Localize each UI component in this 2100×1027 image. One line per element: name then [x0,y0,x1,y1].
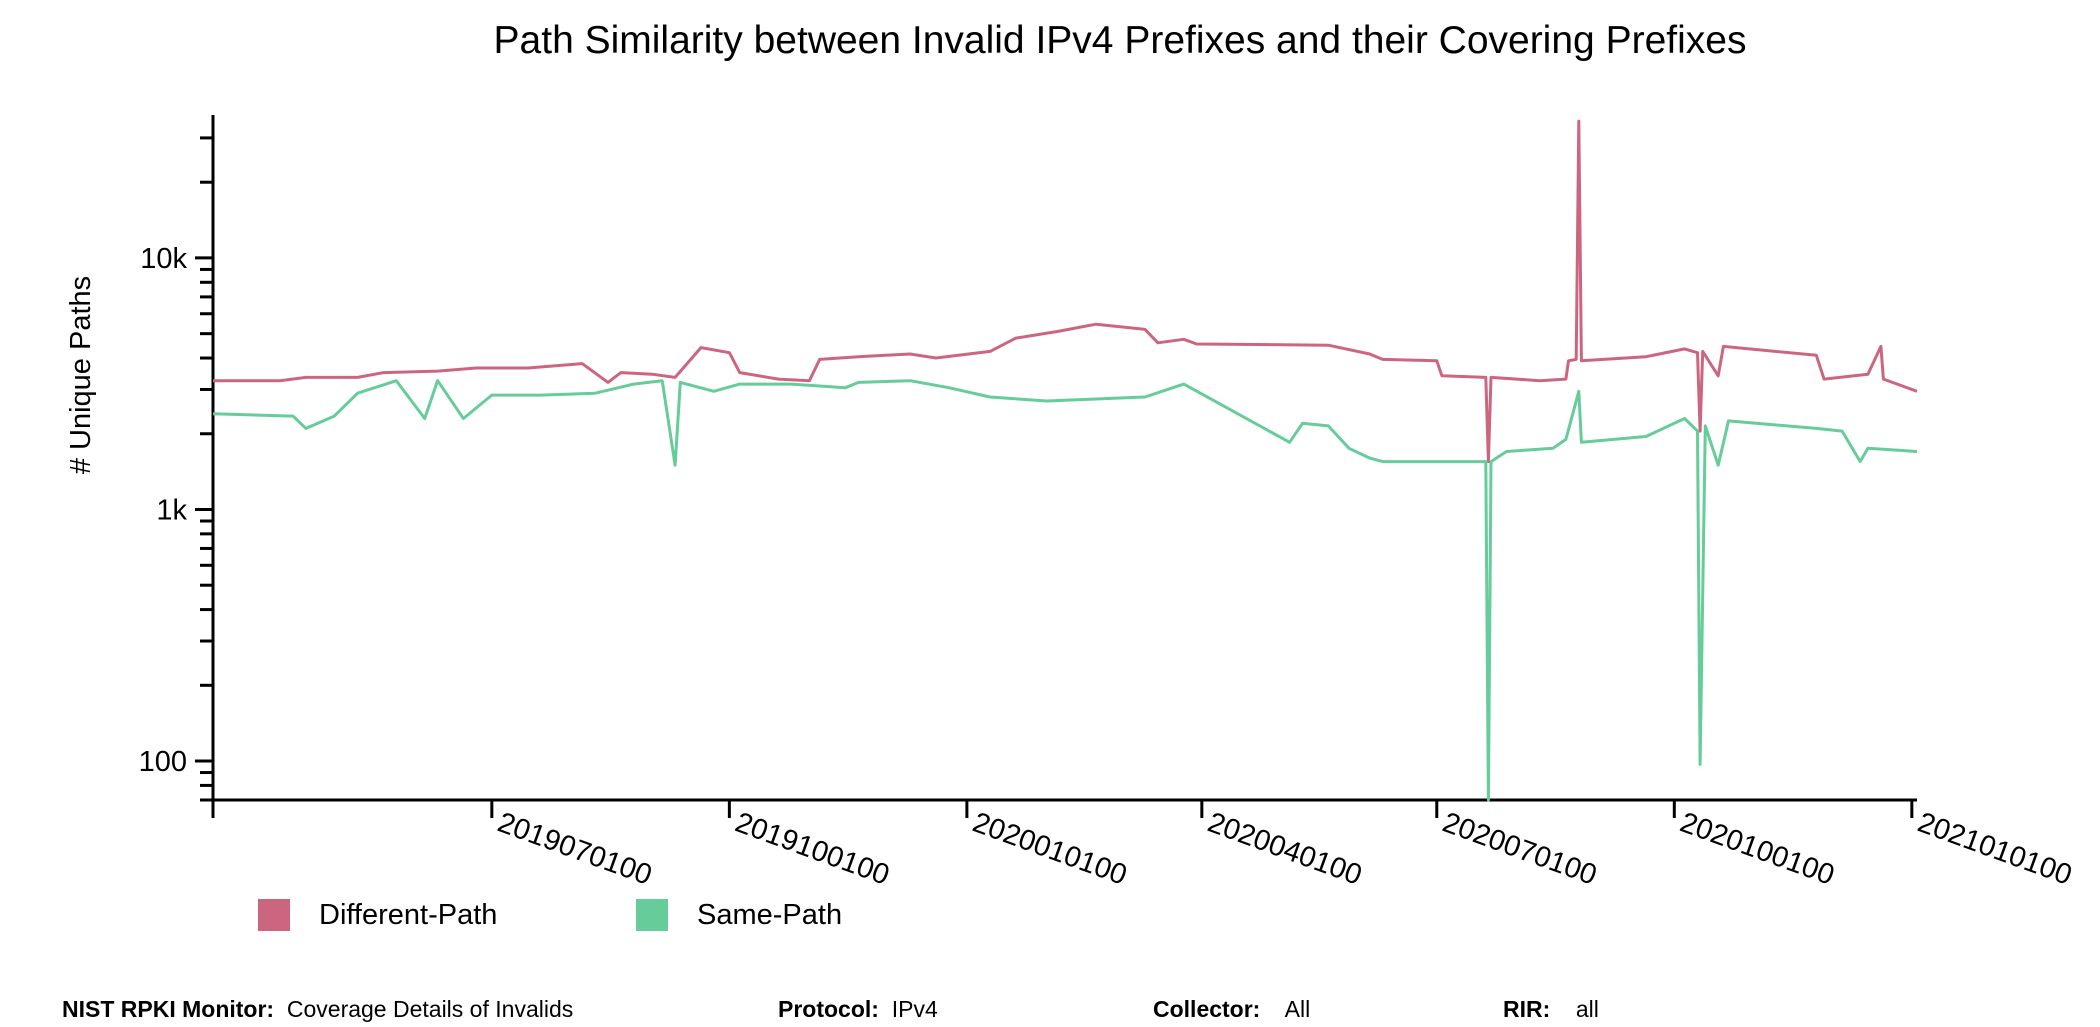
footer-collector: Collector: All [1153,996,1310,1023]
series-line-different-path [213,119,1918,464]
footer-protocol-value: IPv4 [891,996,938,1022]
x-tick-label: 2019100100 [731,807,894,892]
x-tick-label: 2020010100 [968,807,1131,892]
y-axis-label: # Unique Paths [65,276,97,474]
x-tick-label: 2020070100 [1438,807,1601,892]
footer-collector-value: All [1284,996,1311,1022]
legend-swatch-different-path [258,899,290,931]
x-axis: 2019070100 2019100100 2020010100 2020040100… [211,798,2076,892]
footer-protocol-label: Protocol: [778,996,879,1022]
legend-item-different-path[interactable]: Different-Path [258,895,497,935]
legend-swatch-same-path [636,899,668,931]
footer-rir-value: all [1575,996,1599,1022]
x-tick-label: 2019070100 [493,807,656,892]
footer-monitor-label: NIST RPKI Monitor: [62,996,275,1022]
footer-collector-label: Collector: [1153,996,1261,1022]
legend-label-different-path: Different-Path [319,898,498,931]
x-tick-label: 2020040100 [1203,807,1366,892]
y-axis: 100 1k 10k [139,115,215,802]
x-tick-label: 2020100100 [1676,807,1839,892]
footer-monitor-value: Coverage Details of Invalids [286,996,574,1022]
chart-title: Path Similarity between Invalid IPv4 Pre… [494,19,1747,62]
footer-monitor: NIST RPKI Monitor: Coverage Details of I… [62,996,573,1023]
x-tick-label: 2021010100 [1913,807,2076,892]
legend-label-same-path: Same-Path [697,898,843,931]
series-line-same-path [212,379,1918,802]
y-tick-label: 10k [140,243,187,275]
y-tick-label: 1k [156,494,187,526]
legend-item-same-path[interactable]: Same-Path [636,895,842,935]
footer-rir-label: RIR: [1503,996,1551,1022]
footer-protocol: Protocol: IPv4 [778,996,938,1023]
y-tick-label: 100 [139,746,187,778]
footer-rir: RIR: all [1503,996,1599,1023]
series-layer [212,119,1918,802]
